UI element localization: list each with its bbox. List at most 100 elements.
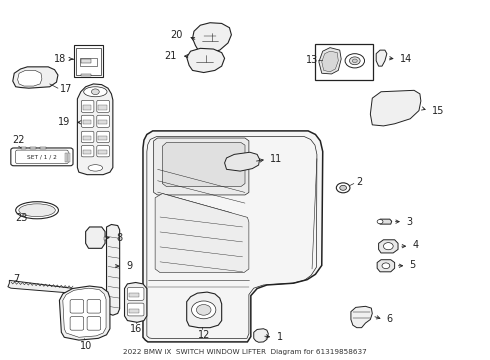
Text: 9: 9 (126, 261, 132, 271)
Text: 15: 15 (432, 105, 444, 116)
FancyBboxPatch shape (97, 131, 109, 143)
FancyBboxPatch shape (81, 145, 94, 157)
Bar (98, 136, 107, 140)
Text: 5: 5 (409, 260, 416, 270)
Bar (81, 74, 92, 76)
Polygon shape (13, 67, 58, 88)
Polygon shape (124, 283, 147, 322)
Bar (98, 105, 107, 109)
Bar (129, 309, 139, 313)
Polygon shape (162, 143, 245, 186)
Polygon shape (322, 51, 338, 72)
Circle shape (92, 89, 99, 95)
Bar (83, 136, 92, 140)
Text: 17: 17 (60, 84, 73, 94)
Polygon shape (63, 288, 106, 337)
Circle shape (345, 54, 365, 68)
Polygon shape (351, 306, 372, 328)
Text: 6: 6 (387, 315, 393, 324)
Bar (68, 153, 70, 162)
Text: 16: 16 (129, 324, 142, 334)
Bar (129, 293, 139, 297)
Ellipse shape (84, 87, 107, 97)
Polygon shape (8, 280, 74, 293)
Polygon shape (319, 48, 341, 74)
Circle shape (349, 57, 360, 65)
Text: 20: 20 (171, 30, 183, 40)
Text: 7: 7 (13, 274, 19, 284)
Circle shape (336, 183, 350, 193)
Circle shape (340, 185, 346, 190)
Text: 21: 21 (165, 51, 177, 61)
Circle shape (192, 301, 216, 319)
Bar (83, 105, 92, 109)
Polygon shape (18, 71, 42, 86)
Text: 2: 2 (356, 177, 362, 187)
Circle shape (196, 305, 211, 315)
FancyBboxPatch shape (97, 100, 109, 112)
Circle shape (377, 220, 383, 224)
Text: 22: 22 (12, 135, 25, 145)
Text: 10: 10 (79, 341, 92, 351)
Ellipse shape (88, 165, 102, 171)
Polygon shape (377, 260, 394, 272)
Polygon shape (376, 50, 387, 66)
FancyBboxPatch shape (70, 317, 84, 330)
Polygon shape (143, 131, 323, 342)
Bar (21, 147, 26, 149)
Bar (80, 58, 98, 66)
Text: 4: 4 (413, 240, 419, 251)
Bar (98, 120, 107, 125)
Bar (81, 59, 91, 63)
Polygon shape (370, 90, 421, 126)
FancyBboxPatch shape (16, 150, 68, 164)
FancyBboxPatch shape (81, 115, 94, 127)
Text: 2022 BMW iX  SWITCH WINDOW LIFTER  Diagram for 61319858637: 2022 BMW iX SWITCH WINDOW LIFTER Diagram… (123, 349, 367, 355)
Text: 12: 12 (197, 330, 210, 340)
Polygon shape (59, 286, 110, 340)
Polygon shape (254, 329, 269, 342)
Polygon shape (379, 219, 392, 224)
Polygon shape (155, 194, 249, 273)
FancyBboxPatch shape (87, 317, 101, 330)
Bar (76, 48, 101, 75)
Bar (65, 153, 67, 162)
FancyBboxPatch shape (81, 131, 94, 143)
FancyBboxPatch shape (70, 300, 84, 313)
Polygon shape (187, 292, 221, 328)
Text: 3: 3 (406, 217, 413, 227)
Ellipse shape (16, 202, 58, 219)
Bar (316, 44, 373, 80)
Ellipse shape (19, 204, 55, 217)
Circle shape (382, 263, 390, 269)
FancyBboxPatch shape (87, 300, 101, 313)
Text: 14: 14 (399, 54, 412, 64)
Text: 18: 18 (54, 54, 66, 64)
Text: 19: 19 (58, 117, 70, 127)
Polygon shape (379, 240, 398, 253)
FancyBboxPatch shape (127, 303, 144, 316)
Polygon shape (77, 84, 113, 175)
Text: 11: 11 (270, 154, 283, 165)
FancyBboxPatch shape (97, 115, 109, 127)
Polygon shape (193, 23, 231, 53)
Polygon shape (154, 138, 249, 195)
Text: 8: 8 (116, 233, 122, 243)
Bar (40, 147, 46, 149)
Text: 23: 23 (16, 213, 28, 224)
Circle shape (352, 59, 357, 63)
Bar (104, 237, 108, 240)
Bar (30, 147, 36, 149)
Polygon shape (224, 152, 260, 171)
Text: 13: 13 (306, 55, 318, 65)
FancyBboxPatch shape (81, 100, 94, 112)
FancyBboxPatch shape (127, 288, 144, 300)
Text: SET / 1 / 2: SET / 1 / 2 (27, 154, 57, 159)
Polygon shape (86, 227, 105, 248)
Circle shape (384, 243, 393, 250)
Bar (83, 150, 92, 154)
Bar (74, 45, 103, 77)
Bar (98, 150, 107, 154)
Text: 1: 1 (276, 332, 283, 342)
Bar (83, 120, 92, 125)
